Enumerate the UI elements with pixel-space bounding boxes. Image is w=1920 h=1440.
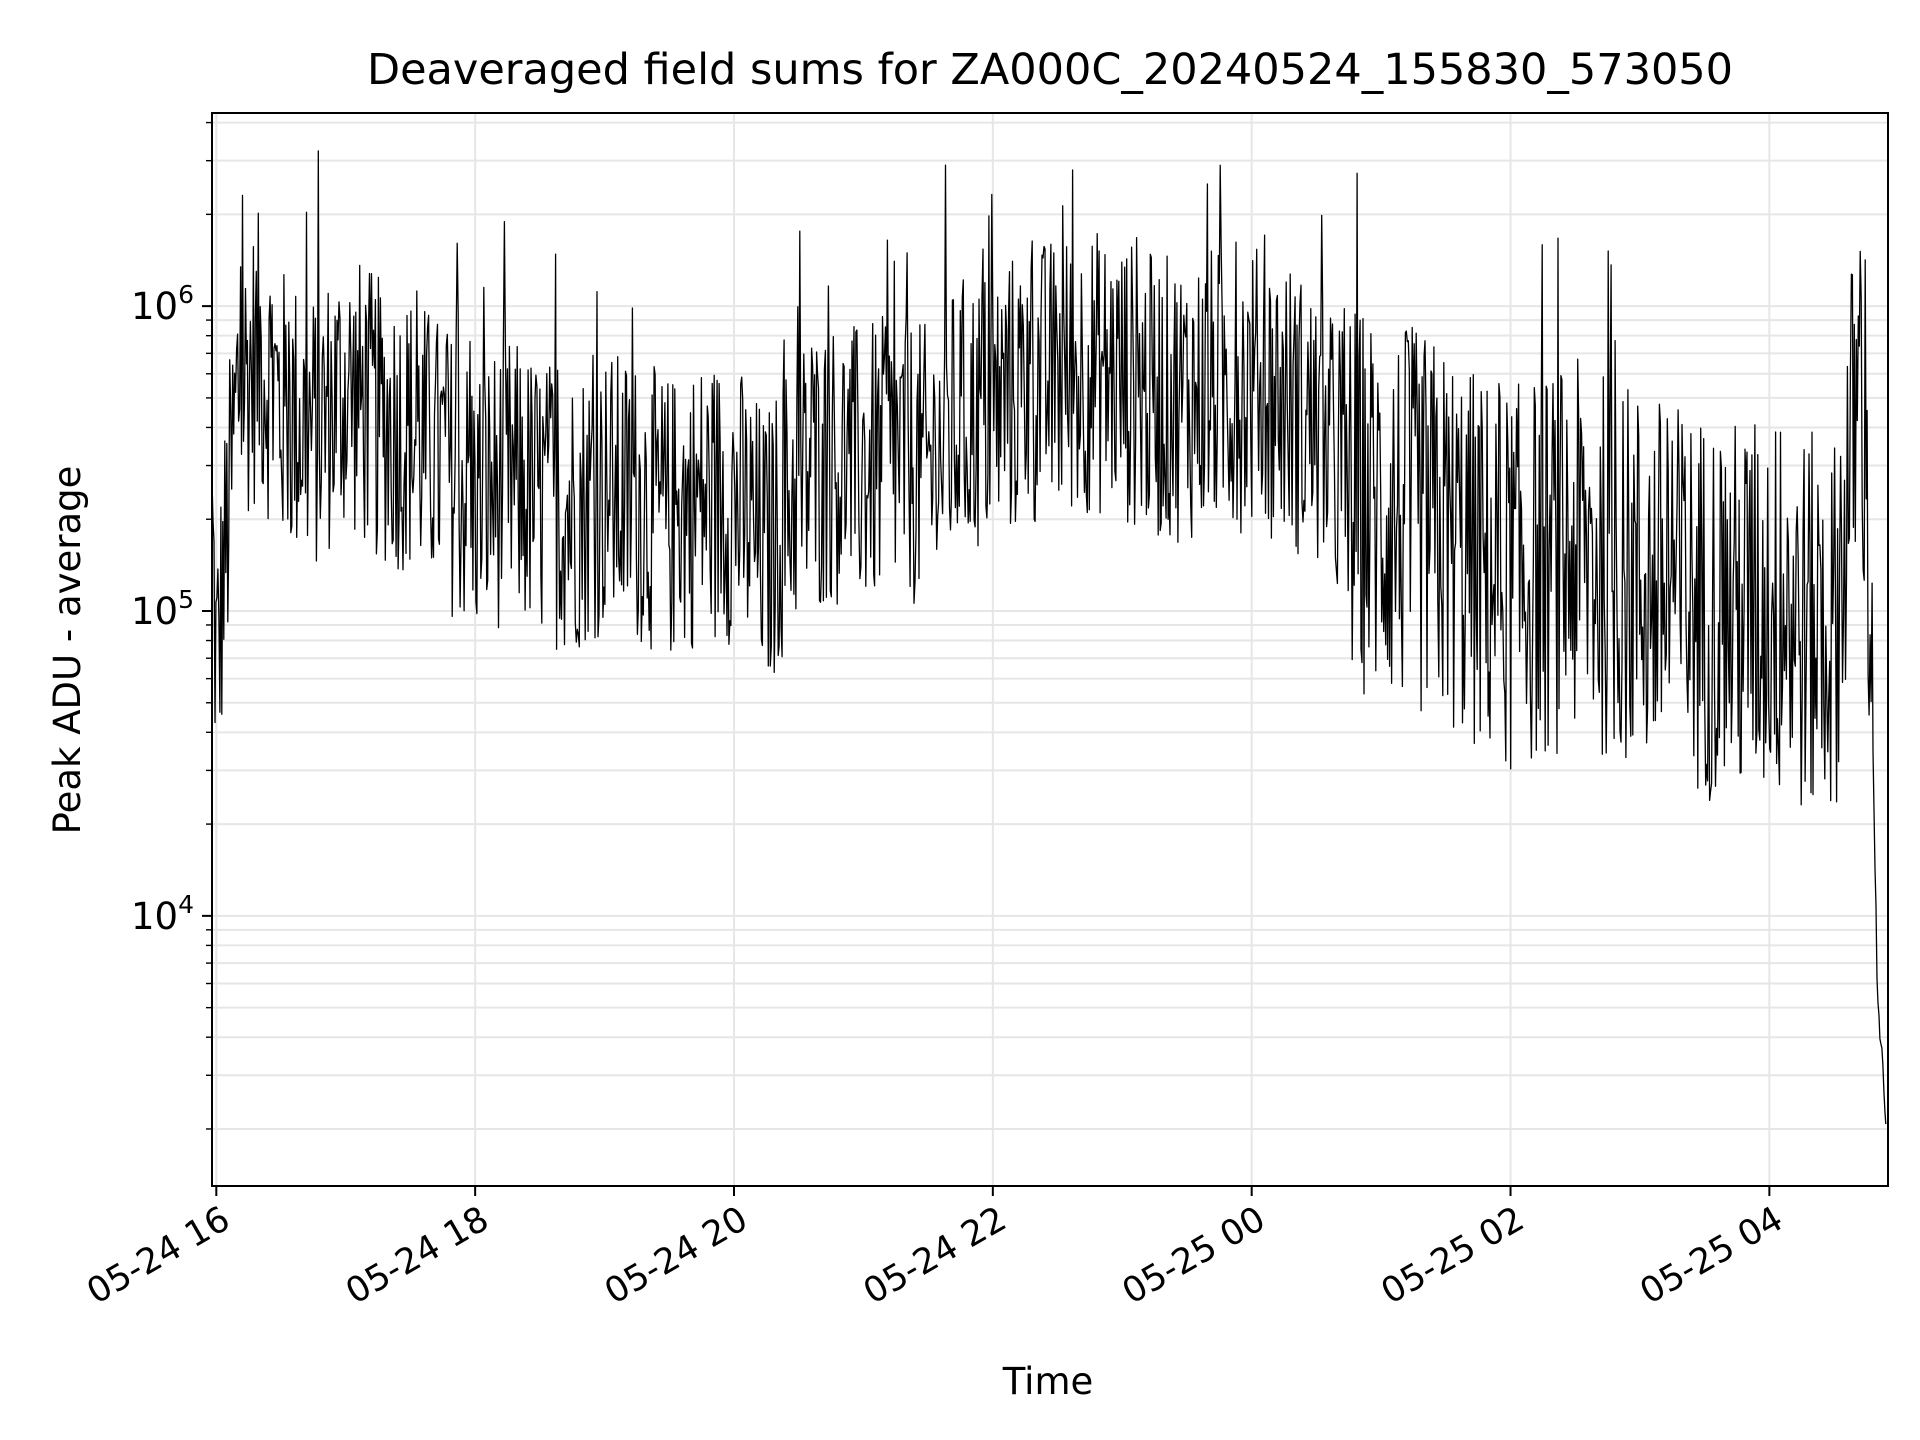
y-tick-label: 106 — [131, 280, 194, 328]
x-axis-label: Time — [1002, 1360, 1094, 1403]
data-line-group — [211, 150, 1887, 1125]
y-tick-label: 104 — [131, 890, 194, 938]
data-line — [211, 150, 1887, 1125]
plot-frame — [211, 112, 1889, 1187]
y-axis-ticks: 104 105 106 — [131, 121, 212, 1130]
y-axis-label: Peak ADU - average — [46, 466, 89, 835]
chart-title: Deaveraged field sums for ZA000C_2024052… — [367, 45, 1733, 95]
y-tick-label: 105 — [131, 585, 194, 633]
